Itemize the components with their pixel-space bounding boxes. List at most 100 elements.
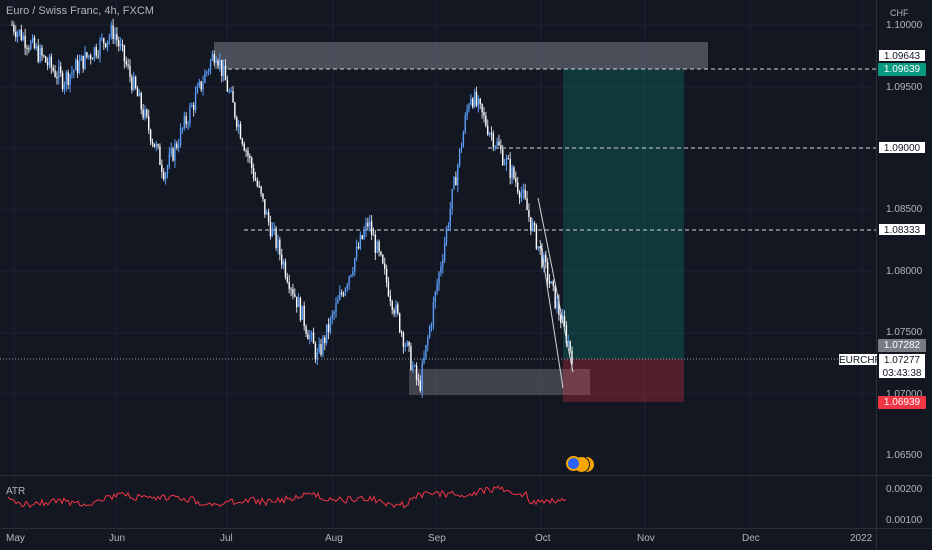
take-profit-tag: 1.09639 [878, 63, 926, 76]
candle-body [290, 288, 292, 290]
candle-body [254, 178, 257, 181]
candle-body [155, 144, 157, 148]
candle-body [494, 145, 496, 148]
candle-body [310, 332, 313, 336]
candle-body [271, 228, 274, 237]
candle-body [148, 116, 150, 130]
candle-body [194, 93, 197, 110]
pane-divider[interactable] [0, 475, 932, 476]
supply-zone-box[interactable] [214, 42, 708, 69]
candle-body [475, 92, 478, 106]
time-tick: Jul [220, 533, 233, 544]
candle-body [76, 59, 79, 73]
candle-body [297, 297, 300, 308]
candle-body [15, 31, 17, 38]
candle-body [161, 164, 163, 173]
candle-body [417, 379, 420, 381]
candle-body [329, 318, 332, 332]
trend-line[interactable] [537, 197, 574, 373]
candle-body [232, 91, 234, 103]
candle-body [288, 281, 290, 289]
candle-body [333, 312, 335, 315]
candle-body [153, 143, 156, 148]
candle-body [247, 150, 249, 156]
profit-zone[interactable] [563, 69, 684, 359]
demand-zone-box[interactable] [409, 369, 590, 395]
price-tick: 1.08000 [886, 266, 923, 277]
candle-body [451, 188, 453, 209]
candle-body [331, 314, 333, 319]
candle-body [198, 81, 200, 87]
candle-body [136, 88, 139, 97]
candle-body [548, 281, 551, 284]
candle-body [16, 32, 19, 38]
candle-body [355, 246, 358, 259]
candle-body [545, 254, 547, 263]
candle-body [481, 103, 483, 113]
candle-body [67, 72, 69, 85]
candle-body [41, 47, 43, 56]
trend-line-2[interactable] [539, 239, 564, 389]
candle-body [58, 66, 60, 79]
price-tick: 1.07500 [886, 327, 923, 338]
candle-body [43, 55, 45, 57]
candle-body [344, 288, 347, 296]
atr-tick: 0.00100 [886, 515, 923, 526]
loss-zone[interactable] [563, 359, 684, 402]
candle-body [86, 52, 88, 58]
candle-body [335, 303, 337, 313]
candle-body [507, 158, 510, 160]
candle-body [425, 344, 427, 358]
candle-body [260, 186, 262, 194]
candle-body [479, 98, 481, 104]
candle-body [61, 72, 64, 90]
economic-event-icon[interactable] [566, 456, 581, 471]
candle-body [80, 55, 82, 62]
candle-body [470, 98, 472, 105]
atr-indicator-label[interactable]: ATR [6, 486, 26, 497]
candle-body [215, 60, 217, 63]
candle-body [438, 272, 440, 285]
candlestick-series[interactable] [11, 18, 573, 398]
chart-title[interactable]: Euro / Swiss Franc, 4h, FXCM [6, 5, 154, 17]
candle-body [462, 132, 465, 148]
candle-body [502, 149, 504, 165]
candle-body [556, 300, 558, 308]
candle-body [318, 344, 320, 353]
candle-body [37, 45, 39, 62]
candle-body [533, 222, 536, 226]
candle-body [280, 254, 283, 265]
candle-body [59, 66, 62, 73]
candle-body [103, 38, 105, 44]
candle-body [445, 227, 448, 243]
candle-body [436, 284, 438, 292]
candle-body [267, 211, 270, 222]
candle-body [97, 55, 99, 57]
candle-body [428, 326, 431, 338]
candle-body [282, 261, 285, 265]
events-marker[interactable] [564, 456, 596, 473]
candle-body [367, 222, 369, 227]
candle-body [372, 234, 375, 236]
candle-body [515, 178, 517, 183]
candle-body [309, 335, 311, 340]
candle-body [93, 47, 96, 59]
candle-body [443, 242, 446, 260]
candle-body [207, 70, 210, 72]
candle-body [33, 37, 36, 49]
candle-body [104, 43, 107, 48]
candle-body [279, 239, 281, 255]
candle-body [164, 173, 167, 180]
candle-body [395, 304, 397, 314]
candle-body [487, 125, 489, 135]
candle-body [237, 123, 240, 128]
last-price-tag: 1.07277 03:43:38 [878, 353, 926, 379]
candle-body [483, 112, 485, 116]
candle-body [78, 61, 81, 73]
time-tick: Nov [637, 533, 655, 544]
candle-body [294, 294, 296, 297]
candle-body [457, 165, 459, 186]
atr-line [7, 485, 567, 509]
candle-body [522, 189, 525, 193]
